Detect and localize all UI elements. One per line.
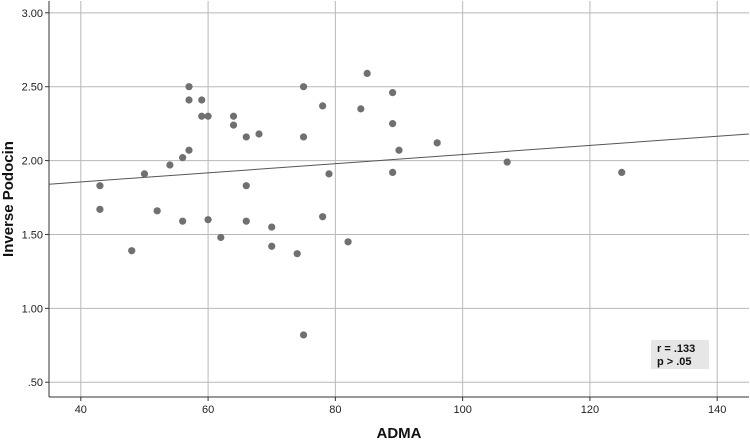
data-point	[242, 133, 250, 141]
annotation-box: r = .133 p > .05	[651, 340, 709, 369]
data-point	[229, 112, 238, 120]
data-point	[433, 139, 441, 147]
y-tick-label: 2.50	[22, 82, 43, 94]
y-axis-title: Inverse Podocin	[0, 141, 17, 257]
data-point	[268, 223, 276, 231]
data-point	[389, 120, 397, 128]
data-point	[153, 207, 161, 215]
data-point	[128, 247, 136, 255]
x-axis-title: ADMA	[377, 425, 422, 440]
data-point	[179, 154, 187, 162]
grid-layer	[49, 1, 749, 397]
data-point	[242, 217, 250, 225]
data-point	[325, 170, 333, 178]
tick-layer: 40 60 80 100 120 140 .50 1.00 1.50 2.00 2.50 3.00	[22, 8, 727, 416]
data-point	[229, 121, 238, 129]
data-point	[185, 83, 193, 91]
data-point	[204, 216, 212, 224]
x-tick-label: 60	[202, 404, 214, 416]
data-point	[395, 146, 403, 154]
data-point	[319, 102, 327, 110]
data-point	[299, 83, 308, 91]
data-point	[242, 182, 250, 190]
data-point	[185, 96, 193, 104]
data-point	[96, 182, 104, 190]
data-point	[198, 112, 206, 120]
x-tick-label: 100	[453, 404, 471, 416]
data-point	[268, 242, 276, 250]
data-point	[389, 89, 397, 97]
axis-layer	[48, 1, 749, 398]
y-tick-label: 3.00	[22, 8, 43, 20]
regression-line	[48, 133, 750, 185]
x-tick-label: 120	[581, 404, 599, 416]
y-tick-label: .50	[28, 377, 43, 389]
plot-area	[49, 1, 749, 397]
data-point	[217, 233, 225, 242]
data-point	[185, 146, 193, 154]
point-layer	[96, 69, 626, 339]
data-point	[389, 168, 397, 177]
annotation-background	[651, 340, 709, 369]
fit-layer	[48, 133, 750, 185]
data-point	[255, 130, 263, 138]
data-point	[204, 112, 212, 120]
y-tick-label: 1.00	[22, 303, 43, 315]
annotation-r: r = .133	[657, 343, 695, 355]
data-point	[293, 250, 301, 258]
data-point	[299, 331, 308, 339]
x-tick-label: 80	[329, 404, 341, 416]
x-tick-label: 40	[75, 404, 87, 416]
data-point	[503, 158, 511, 166]
x-tick-label: 140	[708, 404, 726, 416]
data-point	[319, 213, 327, 221]
data-point	[363, 69, 371, 78]
data-point	[344, 238, 352, 246]
data-point	[140, 170, 149, 178]
data-point	[96, 205, 104, 213]
annotation-p: p > .05	[657, 356, 692, 368]
data-point	[299, 133, 308, 141]
data-point	[179, 217, 187, 225]
data-point	[357, 105, 365, 113]
data-point	[198, 96, 206, 104]
data-point	[618, 168, 626, 177]
y-tick-label: 2.00	[22, 156, 43, 168]
y-tick-label: 1.50	[22, 229, 43, 241]
data-point	[166, 161, 174, 169]
